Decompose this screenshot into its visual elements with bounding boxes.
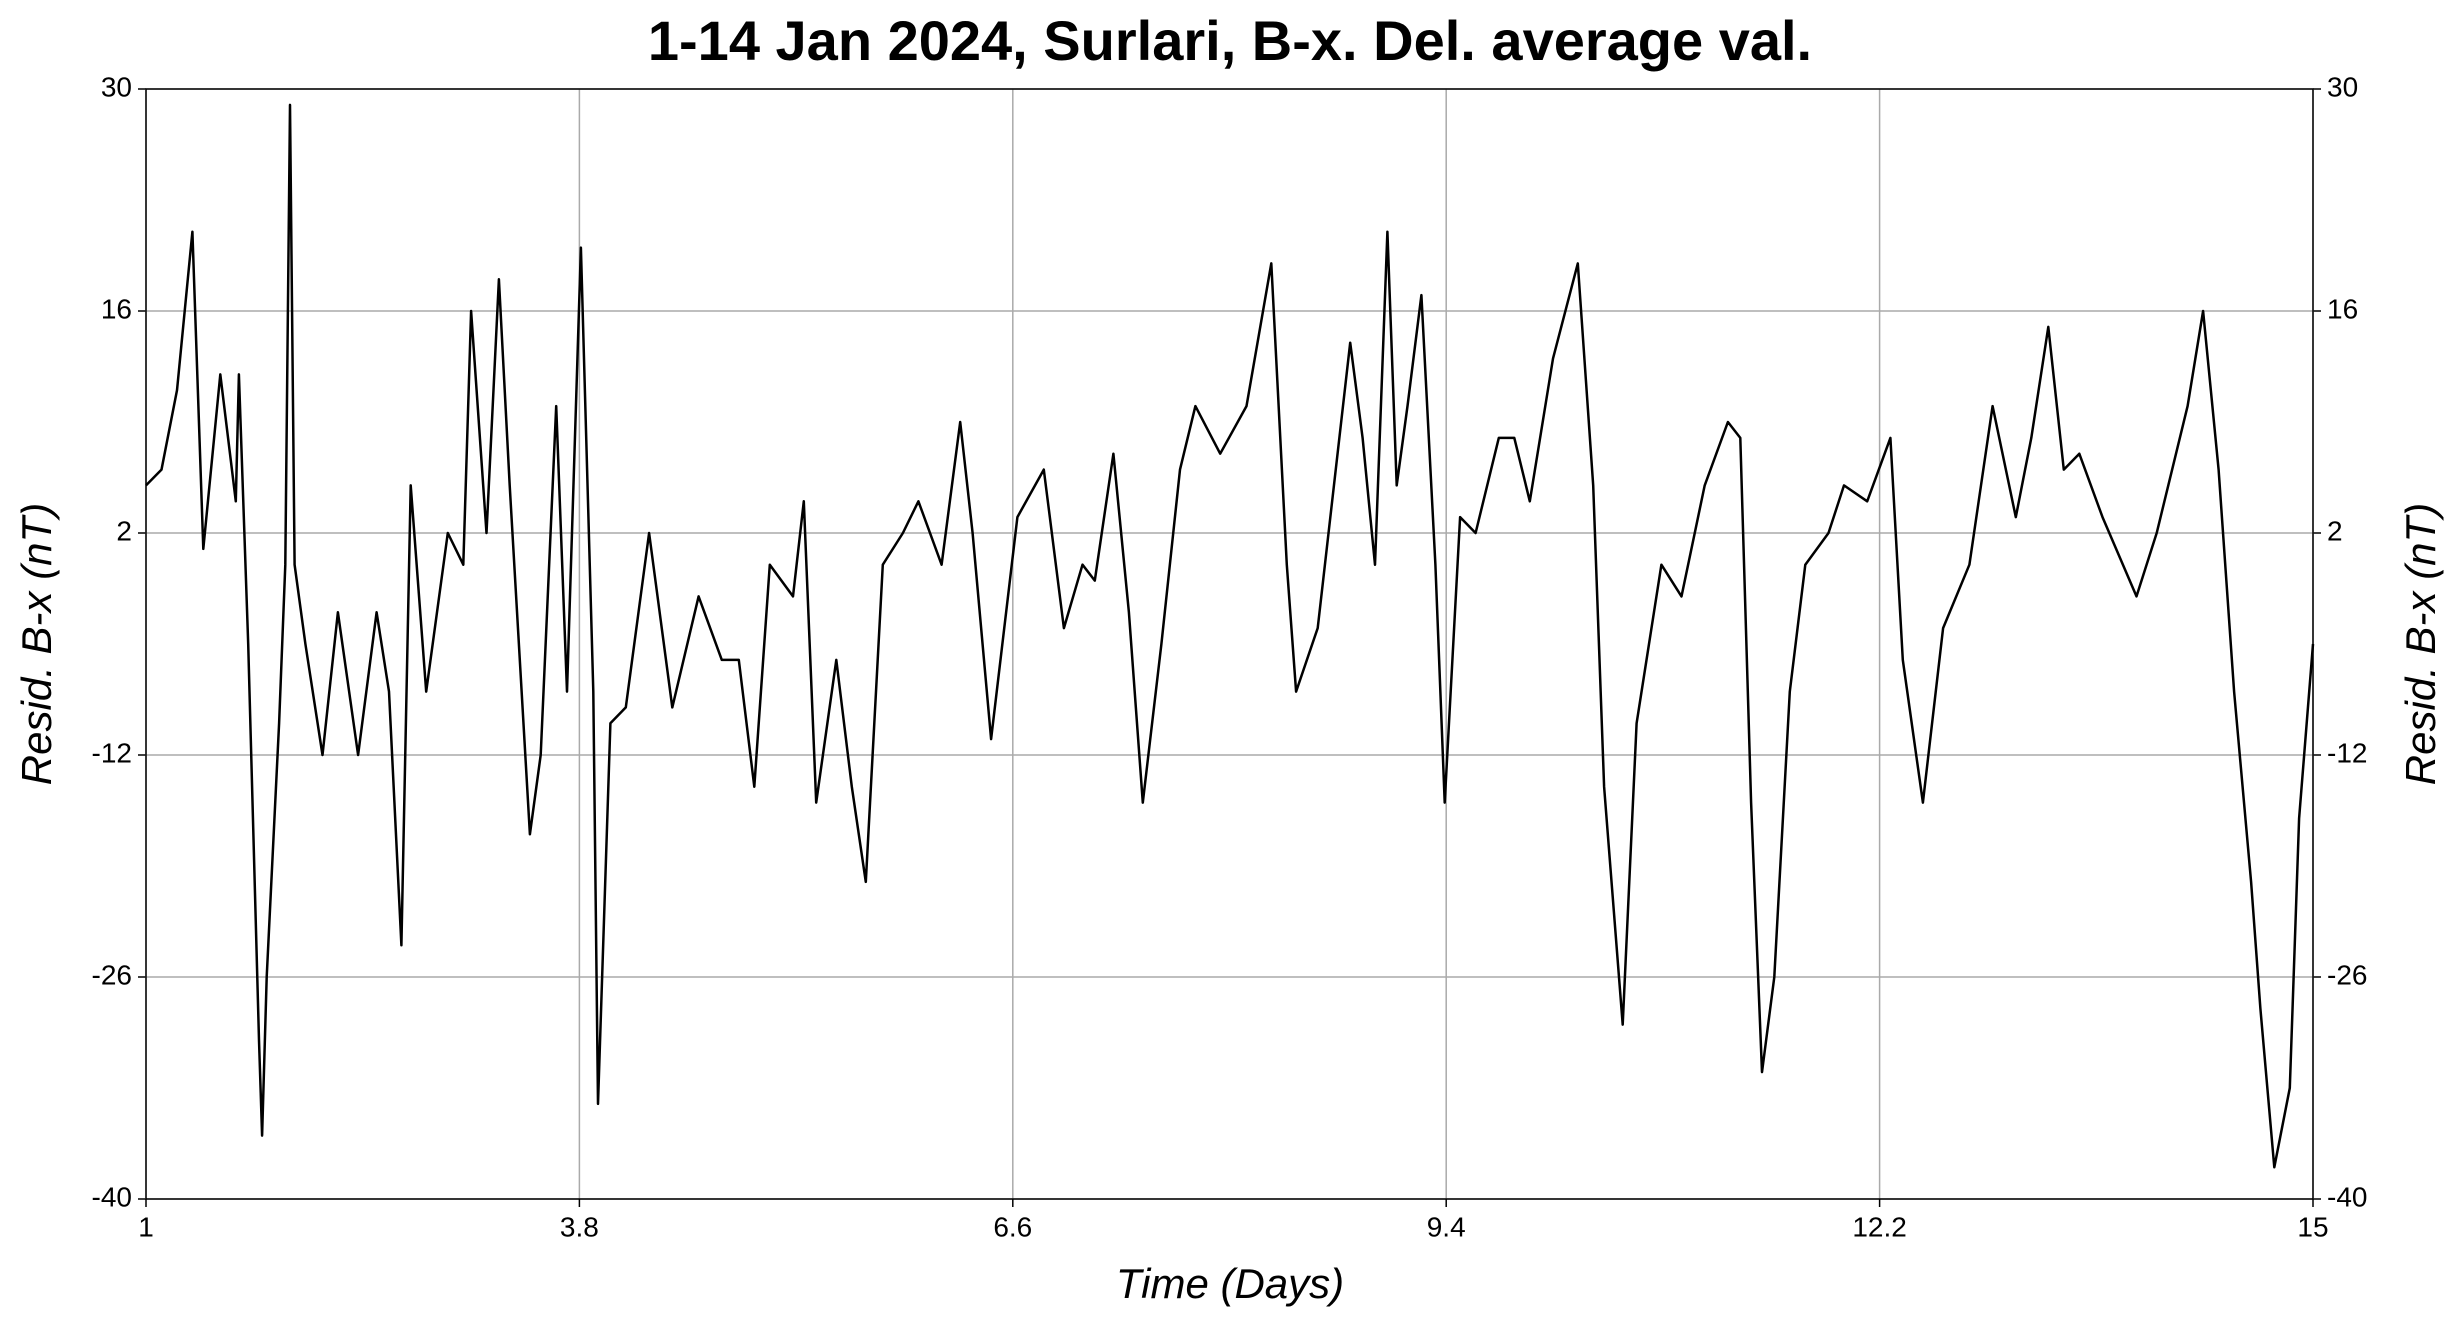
y-tick-label: -26 (92, 959, 132, 990)
y2-tick-label: -12 (2327, 737, 2367, 768)
x-tick-label: 15 (2297, 1211, 2328, 1242)
y2-tick-label: 16 (2327, 293, 2358, 324)
y-tick-label: 30 (101, 71, 132, 102)
x-tick-label: 9.4 (1427, 1211, 1466, 1242)
y2-tick-label: 2 (2327, 515, 2343, 546)
y-axis-label: Resid. B-x (nT) (13, 503, 60, 785)
x-axis-label: Time (Days) (1116, 1260, 1344, 1307)
x-tick-label: 6.6 (993, 1211, 1032, 1242)
y2-tick-label: -40 (2327, 1181, 2367, 1212)
x-tick-label: 3.8 (560, 1211, 599, 1242)
data-line (145, 103, 2315, 1169)
y-tick-label: -40 (92, 1181, 132, 1212)
y2-tick-label: -26 (2327, 959, 2367, 990)
x-tick-label: 1 (138, 1211, 154, 1242)
y2-axis-label: Resid. B-x (nT) (2397, 503, 2444, 785)
y-tick-label: 16 (101, 293, 132, 324)
y-tick-label: 2 (116, 515, 132, 546)
x-tick-label: 12.2 (1852, 1211, 1907, 1242)
chart-title: 1-14 Jan 2024, Surlari, B-x. Del. averag… (648, 9, 1812, 72)
y-tick-label: -12 (92, 737, 132, 768)
y2-tick-label: 30 (2327, 71, 2358, 102)
